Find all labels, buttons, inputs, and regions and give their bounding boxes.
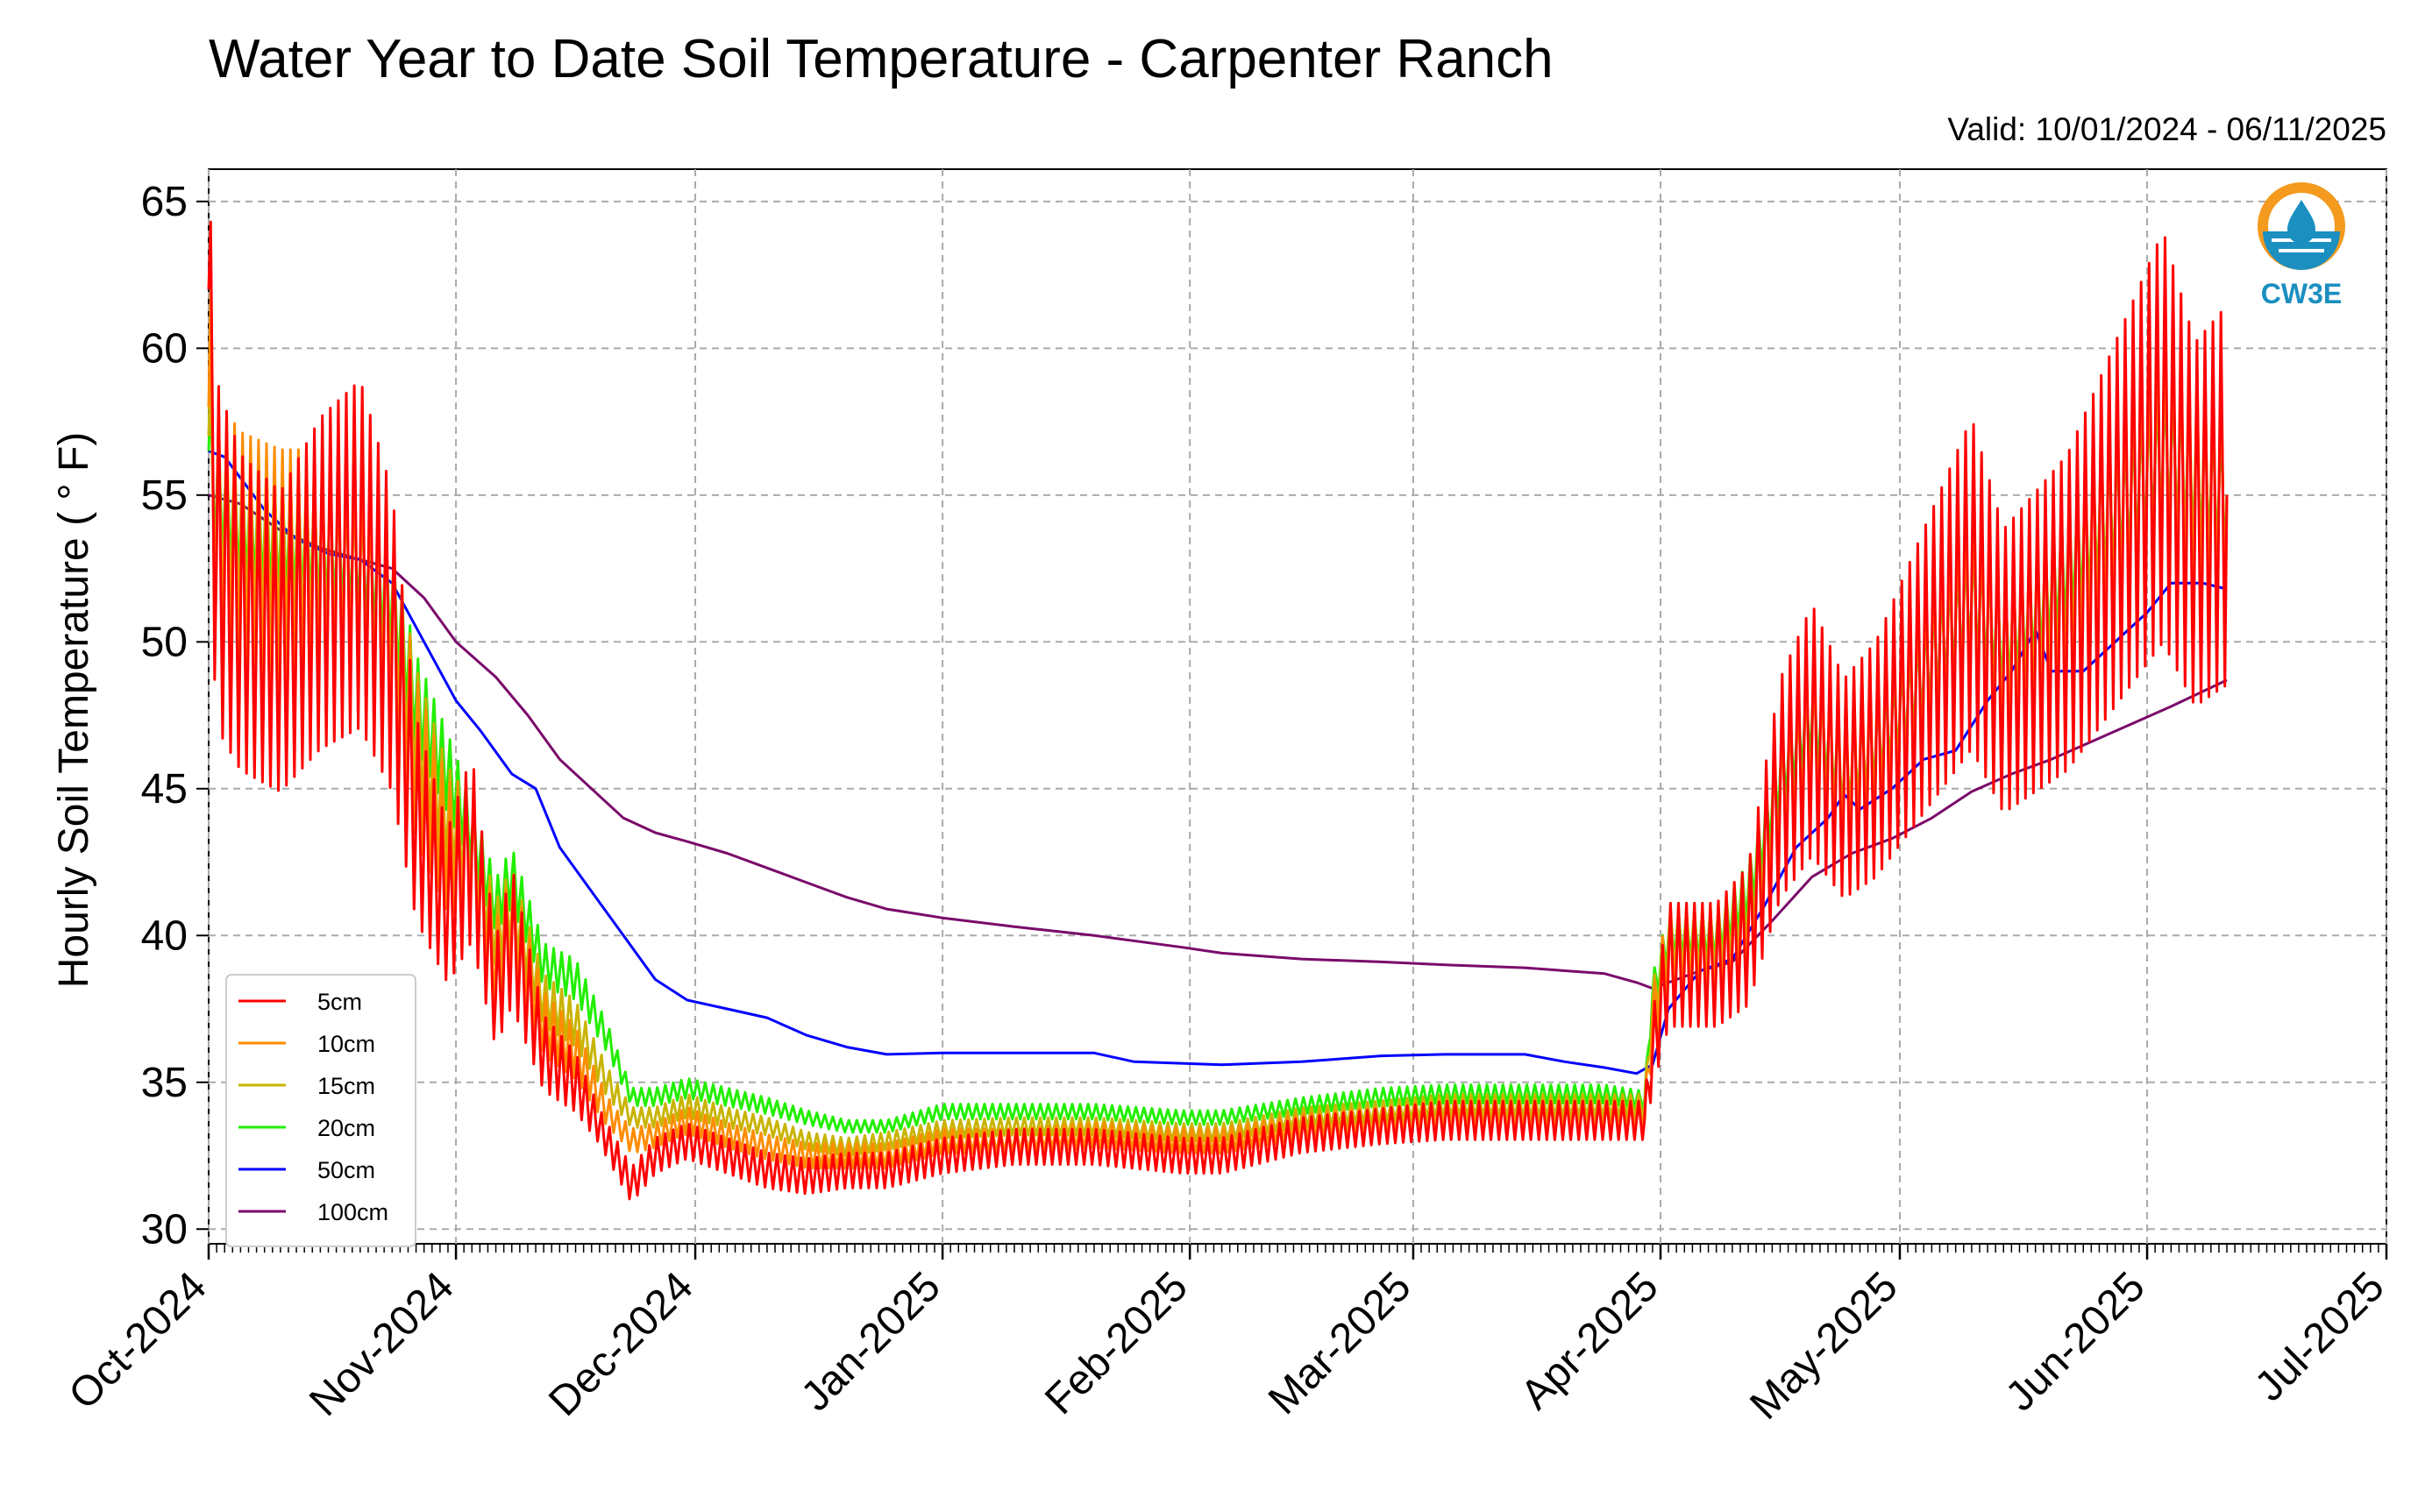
water-drop-icon	[2287, 200, 2315, 244]
x-tick-label: Jan-2025	[793, 1263, 949, 1420]
series-line-50cm	[208, 450, 2228, 1075]
plot-area	[208, 168, 2387, 1245]
valid-date-range: Valid: 10/01/2024 - 06/11/2025	[1947, 111, 2386, 147]
legend-label-5cm: 5cm	[317, 989, 362, 1015]
y-tick-label: 65	[141, 179, 188, 225]
minor-ticks	[208, 1244, 2387, 1253]
y-tick-label: 35	[141, 1060, 188, 1106]
y-tick-label: 50	[141, 619, 188, 665]
logo-text: CW3E	[2261, 278, 2342, 309]
series-line-5cm	[207, 220, 2229, 1201]
y-tick-label: 40	[141, 912, 188, 959]
y-tick-label: 55	[141, 472, 188, 519]
legend-label-100cm: 100cm	[317, 1199, 388, 1225]
x-tick-label: Apr-2025	[1512, 1263, 1668, 1418]
y-tick-label: 45	[141, 766, 188, 813]
x-tick-label: Feb-2025	[1036, 1263, 1197, 1423]
x-tick-label: Mar-2025	[1260, 1263, 1420, 1423]
legend: 5cm 10cm 15cm 20cm 50cm 100cm	[225, 974, 416, 1247]
cw3e-logo: CW3E	[2258, 182, 2345, 309]
x-tick-label: Nov-2024	[301, 1263, 463, 1425]
x-tick-label: Jun-2025	[1997, 1263, 2154, 1420]
chart-title: Water Year to Date Soil Temperature - Ca…	[209, 29, 1554, 89]
y-tick-label: 60	[141, 325, 188, 372]
legend-label-50cm: 50cm	[317, 1157, 375, 1183]
series-lines	[207, 220, 2229, 1201]
legend-label-20cm: 20cm	[317, 1115, 375, 1141]
x-tick-label: Dec-2024	[540, 1263, 702, 1425]
x-tick-label: Jul-2025	[2246, 1263, 2393, 1410]
legend-label-10cm: 10cm	[317, 1031, 375, 1057]
y-axis-label: Hourly Soil Temperature ( ° F)	[51, 432, 97, 989]
x-tick-label: Oct-2024	[60, 1263, 216, 1418]
legend-label-15cm: 15cm	[317, 1073, 375, 1099]
y-tick-label: 30	[141, 1206, 188, 1253]
x-tick-label: May-2025	[1741, 1263, 1906, 1428]
